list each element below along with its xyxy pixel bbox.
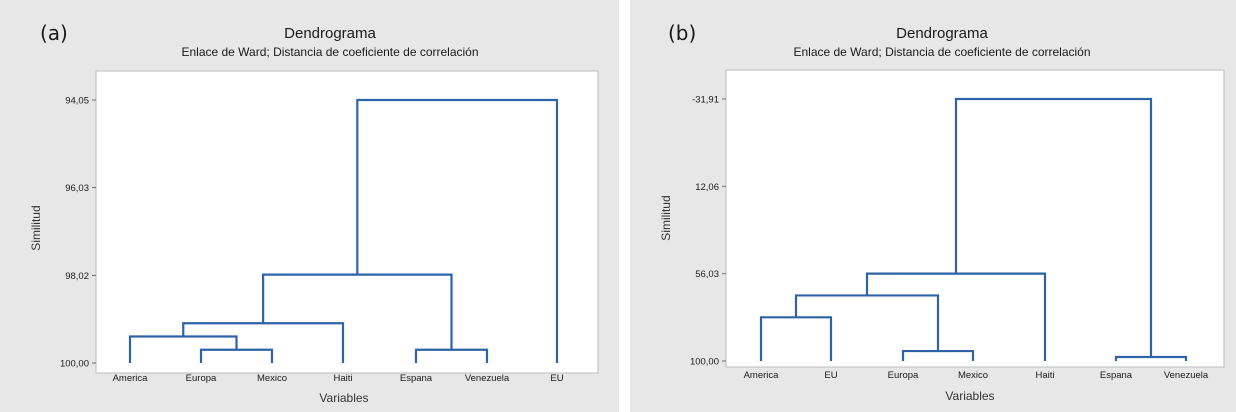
panel-a-dendrogram: [128, 98, 559, 363]
panel-b-leaf-labels: America EU Europa Mexico Haiti Espana Venezuel…: [744, 370, 1209, 381]
leaf-label: Espana: [400, 373, 433, 384]
leaf-label: Haiti: [333, 373, 352, 384]
leaf-label: Mexico: [958, 370, 988, 381]
panel-b-dendrogram: [759, 97, 1188, 361]
leaf-label: Venezuela: [1164, 370, 1209, 381]
panel-a-leaf-labels: America Europa Mexico Haiti Espana Venezuela E…: [113, 373, 564, 384]
panel-a-title: Dendrograma: [284, 25, 376, 42]
panel-b-label: (b): [668, 21, 696, 45]
y-tick-label: -31,91: [692, 95, 719, 106]
panel-b-y-ticks: -31,91 12,06 56,03 100,00: [690, 95, 726, 368]
leaf-label: Espana: [1100, 370, 1133, 381]
leaf-label: America: [744, 370, 780, 381]
y-tick-label: 100,00: [60, 359, 89, 370]
panel-b-subtitle: Enlace de Ward; Distancia de coeficiente…: [793, 45, 1090, 59]
panel-a-x-axis-title: Variables: [319, 391, 368, 405]
leaf-label: Mexico: [257, 373, 287, 384]
y-tick-label: 96,03: [65, 183, 89, 194]
dendrogram-link: [759, 316, 833, 361]
panel-a-subtitle: Enlace de Ward; Distancia de coeficiente…: [181, 45, 478, 59]
dendrogram-link: [414, 348, 489, 363]
panel-b-x-axis-title: Variables: [945, 389, 994, 403]
y-tick-label: 12,06: [695, 182, 719, 193]
panel-a-y-axis-title: Similitud: [29, 205, 43, 250]
dendrogram-link: [262, 273, 453, 350]
panel-b-title: Dendrograma: [896, 25, 988, 42]
dendrogram-link: [199, 348, 274, 363]
y-tick-label: 98,02: [65, 271, 89, 282]
dendrogram-link: [356, 98, 559, 363]
dendrogram-link: [1114, 355, 1188, 361]
y-tick-label: 100,00: [690, 357, 719, 368]
panel-a-label: (a): [40, 21, 68, 45]
y-tick-label: 94,05: [65, 96, 89, 107]
leaf-label: Europa: [186, 373, 217, 384]
panel-a-plot-area: [95, 70, 599, 374]
leaf-label: EU: [824, 370, 837, 381]
dendrogram-panel-b: (b) Dendrograma Enlace de Ward; Distanci…: [630, 0, 1236, 412]
leaf-label: America: [113, 373, 149, 384]
panel-b-y-axis-title: Similitud: [659, 195, 673, 240]
panel-b-plot-area: [725, 69, 1225, 368]
dendrogram-link: [954, 97, 1153, 358]
leaf-label: EU: [550, 373, 563, 384]
panel-a-y-ticks: 94,05 96,03 98,02 100,00: [60, 96, 96, 370]
leaf-label: Venezuela: [465, 373, 510, 384]
dendrogram-panel-a: (a) Dendrograma Enlace de Ward; Distanci…: [0, 0, 619, 412]
leaf-label: Haiti: [1035, 370, 1054, 381]
y-tick-label: 56,03: [695, 269, 719, 280]
leaf-label: Europa: [888, 370, 919, 381]
